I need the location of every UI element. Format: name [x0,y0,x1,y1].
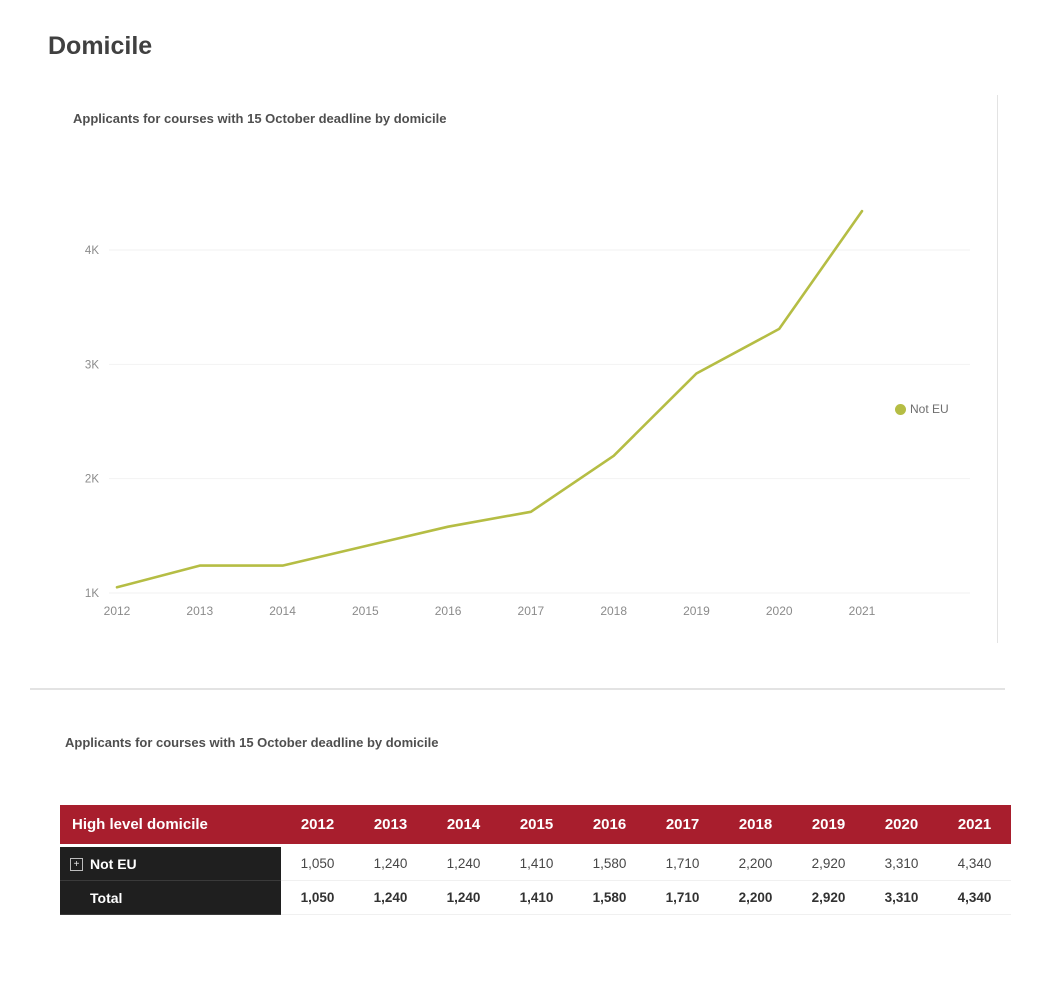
x-axis-tick-label: 2018 [600,604,627,618]
value-cell[interactable]: 1,050 [281,880,354,915]
table-header-year[interactable]: 2013 [354,805,427,847]
x-axis-tick-label: 2017 [518,604,545,618]
value-cell[interactable]: 1,580 [573,880,646,915]
x-axis-tick-label: 2021 [849,604,876,618]
y-axis-tick-label: 3K [85,359,99,371]
x-axis-tick-label: 2013 [186,604,213,618]
value-cell[interactable]: 3,310 [865,880,938,915]
x-axis-tick-label: 2015 [352,604,379,618]
x-axis-tick-label: 2019 [683,604,710,618]
row-label-text: Not EU [90,855,137,872]
table-row: + Not EU 1,050 1,240 1,240 1,410 1,580 1,710 2,2… [60,845,1011,881]
value-cell[interactable]: 1,410 [500,845,573,881]
value-cell[interactable]: 1,050 [281,845,354,881]
value-cell[interactable]: 4,340 [938,845,1011,881]
expand-icon[interactable]: + [70,858,83,872]
value-cell[interactable]: 1,580 [573,845,646,881]
value-cell[interactable]: 1,240 [427,880,500,915]
table-header-year[interactable]: 2012 [281,805,354,847]
series-line-not-eu[interactable] [115,209,864,589]
table-body: + Not EU 1,050 1,240 1,240 1,410 1,580 1,710 2,2… [60,845,1011,915]
x-axis-tick-label: 2012 [104,604,131,618]
x-axis-tick-label: 2020 [766,604,793,618]
value-cell[interactable]: 3,310 [865,845,938,881]
chart-card: Applicants for courses with 15 October d… [65,95,998,643]
value-cell[interactable]: 1,410 [500,880,573,915]
table-header-domicile[interactable]: High level domicile [60,805,281,847]
table-header-year[interactable]: 2015 [500,805,573,847]
table-header-year[interactable]: 2018 [719,805,792,847]
x-axis-tick-label: 2014 [269,604,296,618]
row-label-text: Total [90,889,123,906]
table-header-year[interactable]: 2016 [573,805,646,847]
legend-dot-icon [895,403,906,415]
y-axis-tick-label: 1K [85,588,99,600]
table-section-title: Applicants for courses with 15 October d… [65,735,439,750]
chart-legend[interactable]: Not EU [895,400,949,418]
x-axis-tick-label: 2016 [435,604,462,618]
value-cell[interactable]: 2,920 [792,880,865,915]
value-cell[interactable]: 2,920 [792,845,865,881]
value-cell[interactable]: 1,240 [354,845,427,881]
y-axis-tick-label: 2K [85,474,99,486]
page-title: Domicile [48,32,153,60]
row-label-total[interactable]: Total [60,880,281,915]
value-cell[interactable]: 1,710 [646,845,719,881]
value-cell[interactable]: 1,240 [354,880,427,915]
table-header-year[interactable]: 2017 [646,805,719,847]
row-label-not-eu[interactable]: + Not EU [60,845,281,881]
chart-title: Applicants for courses with 15 October d… [73,111,447,126]
domicile-table: High level domicile 2012 2013 2014 2015 2016 2… [60,805,1011,915]
value-cell[interactable]: 2,200 [719,880,792,915]
value-cell[interactable]: 1,710 [646,880,719,915]
table-header-year[interactable]: 2014 [427,805,500,847]
table-row: Total 1,050 1,240 1,240 1,410 1,580 1,710 2,200… [60,880,1011,915]
y-axis-tick-label: 4K [85,245,99,257]
value-cell[interactable]: 2,200 [719,845,792,881]
table-header-year[interactable]: 2020 [865,805,938,847]
section-divider [30,688,1005,690]
table-header-row: High level domicile 2012 2013 2014 2015 2016 2… [60,805,1011,847]
table-header-year[interactable]: 2019 [792,805,865,847]
value-cell[interactable]: 1,240 [427,845,500,881]
line-chart[interactable]: 1K 2K 3K 4K 2012 2013 2014 2015 2016 2017 2018 2019… [65,153,995,633]
table-header-year[interactable]: 2021 [938,805,1011,847]
value-cell[interactable]: 4,340 [938,880,1011,915]
legend-label: Not EU [910,402,949,416]
